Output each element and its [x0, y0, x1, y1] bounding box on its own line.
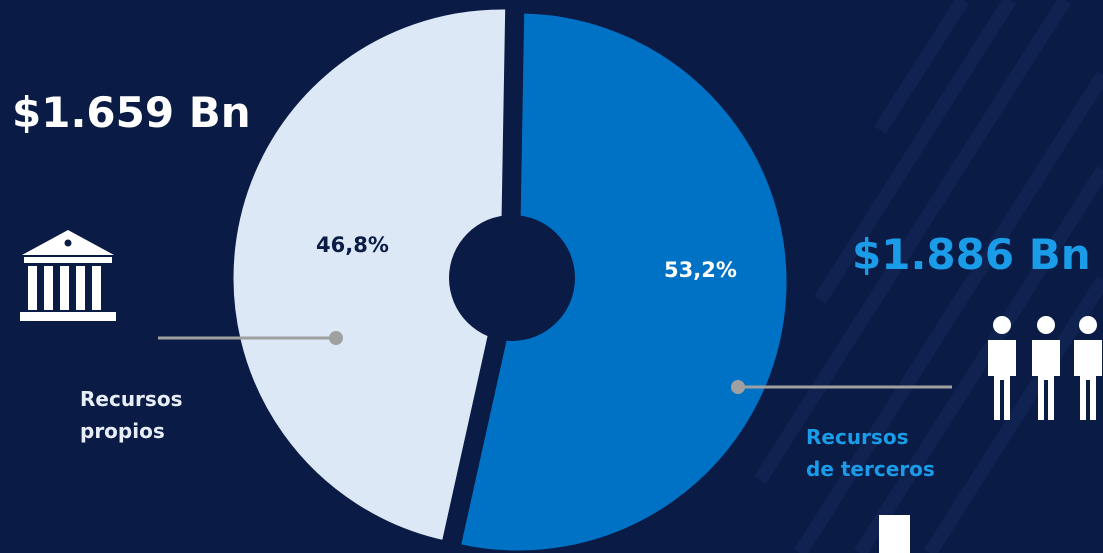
slice-recursos-terceros [457, 10, 790, 553]
decorative-block [879, 515, 910, 553]
people-group-icon [988, 316, 1102, 420]
category-label-terceros-line2: de terceros [806, 457, 935, 481]
amount-propios: $1.659 Bn [12, 88, 251, 137]
category-label-terceros-line1: Recursos [806, 425, 909, 449]
bank-building-icon [20, 230, 116, 321]
connector-dot-terceros [731, 380, 745, 394]
donut-hole [449, 215, 575, 341]
data-label-terceros: 53,2% [664, 258, 737, 282]
category-label-propios-line1: Recursos [80, 387, 183, 411]
category-label-propios-line2: propios [80, 419, 165, 443]
category-label-propios: Recursos propios [80, 383, 182, 447]
slice-recursos-propios [230, 6, 509, 544]
category-label-terceros: Recursos de terceros [806, 421, 935, 485]
amount-terceros: $1.886 Bn [852, 230, 1091, 279]
connector-dot-propios [329, 331, 343, 345]
data-label-propios: 46,8% [316, 233, 389, 257]
donut-chart [230, 6, 790, 553]
background-stripes [754, 0, 1103, 553]
